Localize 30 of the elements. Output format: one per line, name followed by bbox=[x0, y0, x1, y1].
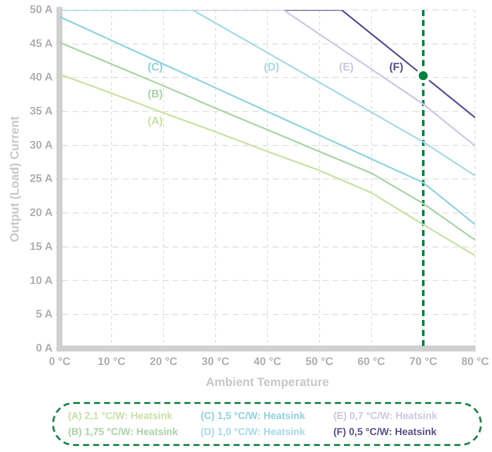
y-tick-label: 50 A bbox=[30, 4, 53, 16]
text: (D) 1,0 °C/W: Heatsink bbox=[200, 426, 306, 438]
y-tick-label: 30 A bbox=[30, 139, 53, 152]
x-tick-label: 20 °C bbox=[150, 356, 178, 368]
x-tick-label: 0 °C bbox=[48, 356, 70, 368]
y-tick-label: 25 A bbox=[30, 173, 53, 186]
annotation: (F) bbox=[389, 62, 404, 74]
y-tick-label: 35 A bbox=[30, 106, 53, 118]
annotation: (D) bbox=[264, 62, 280, 74]
x-tick-label: 10 °C bbox=[98, 356, 126, 368]
annotation: (B) bbox=[148, 88, 164, 101]
x-tick-label: 30 °C bbox=[202, 356, 230, 368]
text: (A) 2,1 °C/W: Heatsink bbox=[68, 410, 174, 422]
x-tick-label: 50 °C bbox=[306, 356, 334, 368]
y-tick-label: 15 A bbox=[30, 240, 53, 253]
x-tick-label: 80 °C bbox=[461, 356, 490, 368]
y-tick-label: 0 A bbox=[36, 342, 53, 354]
y-tick-label: 5 A bbox=[36, 308, 53, 321]
x-tick-label: 60 °C bbox=[357, 356, 386, 368]
y-tick-label: 20 A bbox=[30, 207, 53, 220]
text: (F) 0,5 °C/W: Heatsink bbox=[333, 426, 438, 438]
y-tick-label: 10 A bbox=[30, 274, 53, 287]
text: (C) 1,5 °C/W: Heatsink bbox=[200, 410, 306, 422]
x-tick-label: 40 °C bbox=[254, 356, 282, 368]
annotation: (C) bbox=[148, 62, 164, 74]
x-tick-label: 70 °C bbox=[409, 356, 438, 368]
y-tick-label: 40 A bbox=[30, 72, 53, 84]
y-tick-label: 45 A bbox=[30, 38, 53, 50]
text: (B) 1,75 °C/W: Heatsink bbox=[68, 426, 179, 438]
annotation: (A) bbox=[148, 116, 164, 128]
